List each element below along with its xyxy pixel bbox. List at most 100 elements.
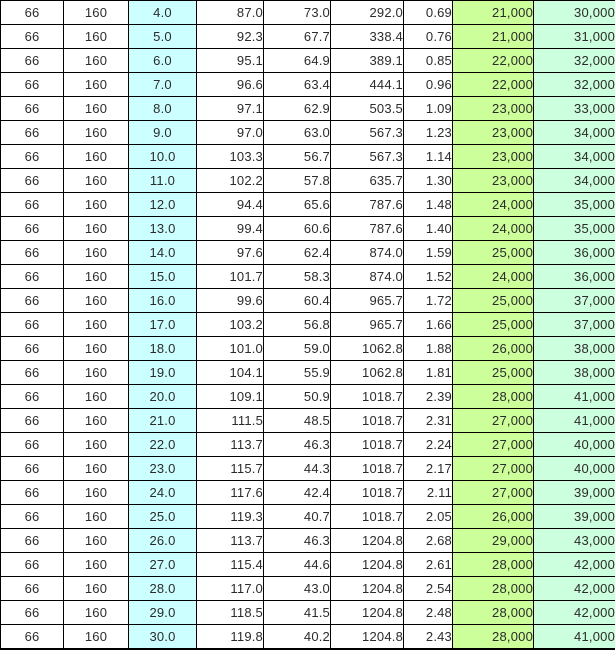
table-cell[interactable]: 22,000 [453, 49, 534, 73]
table-cell[interactable]: 113.7 [197, 433, 264, 457]
table-cell[interactable]: 58.3 [264, 265, 331, 289]
table-cell[interactable]: 160 [64, 121, 129, 145]
table-cell[interactable]: 160 [64, 385, 129, 409]
table-cell[interactable]: 160 [64, 25, 129, 49]
table-cell[interactable]: 66 [1, 553, 64, 577]
table-cell[interactable]: 965.7 [331, 313, 404, 337]
table-cell[interactable]: 111.5 [197, 409, 264, 433]
table-cell[interactable]: 44.3 [264, 457, 331, 481]
table-cell[interactable]: 27.0 [129, 553, 197, 577]
table-cell[interactable]: 160 [64, 361, 129, 385]
table-cell[interactable]: 160 [64, 145, 129, 169]
table-cell[interactable]: 39,000 [534, 505, 615, 529]
table-cell[interactable]: 43.0 [264, 577, 331, 601]
table-cell[interactable]: 25,000 [453, 313, 534, 337]
table-cell[interactable]: 1062.8 [331, 361, 404, 385]
table-cell[interactable]: 14.0 [129, 241, 197, 265]
table-cell[interactable]: 66 [1, 73, 64, 97]
table-cell[interactable]: 31,000 [534, 25, 615, 49]
table-cell[interactable]: 2.31 [404, 409, 453, 433]
table-cell[interactable]: 63.4 [264, 73, 331, 97]
table-cell[interactable]: 567.3 [331, 145, 404, 169]
table-cell[interactable]: 1062.8 [331, 337, 404, 361]
table-cell[interactable]: 2.24 [404, 433, 453, 457]
table-cell[interactable]: 66 [1, 457, 64, 481]
table-cell[interactable]: 66 [1, 601, 64, 625]
table-cell[interactable]: 38,000 [534, 337, 615, 361]
table-cell[interactable]: 787.6 [331, 217, 404, 241]
table-cell[interactable]: 66 [1, 337, 64, 361]
table-cell[interactable]: 40.7 [264, 505, 331, 529]
table-cell[interactable]: 30,000 [534, 1, 615, 25]
table-cell[interactable]: 36,000 [534, 241, 615, 265]
table-cell[interactable]: 115.7 [197, 457, 264, 481]
table-cell[interactable]: 60.6 [264, 217, 331, 241]
table-cell[interactable]: 1.30 [404, 169, 453, 193]
table-cell[interactable]: 965.7 [331, 289, 404, 313]
table-cell[interactable]: 46.3 [264, 529, 331, 553]
table-cell[interactable]: 25.0 [129, 505, 197, 529]
table-cell[interactable]: 36,000 [534, 265, 615, 289]
table-cell[interactable]: 96.6 [197, 73, 264, 97]
table-cell[interactable]: 117.6 [197, 481, 264, 505]
table-cell[interactable]: 1.14 [404, 145, 453, 169]
table-cell[interactable]: 66 [1, 625, 64, 650]
table-cell[interactable]: 1.66 [404, 313, 453, 337]
table-cell[interactable]: 0.96 [404, 73, 453, 97]
table-cell[interactable]: 16.0 [129, 289, 197, 313]
table-cell[interactable]: 1204.8 [331, 577, 404, 601]
table-cell[interactable]: 21.0 [129, 409, 197, 433]
table-cell[interactable]: 160 [64, 409, 129, 433]
table-cell[interactable]: 56.8 [264, 313, 331, 337]
table-cell[interactable]: 97.1 [197, 97, 264, 121]
table-cell[interactable]: 30.0 [129, 625, 197, 650]
table-cell[interactable]: 160 [64, 337, 129, 361]
table-cell[interactable]: 2.05 [404, 505, 453, 529]
table-cell[interactable]: 66 [1, 121, 64, 145]
table-cell[interactable]: 17.0 [129, 313, 197, 337]
table-cell[interactable]: 0.76 [404, 25, 453, 49]
table-cell[interactable]: 97.0 [197, 121, 264, 145]
table-cell[interactable]: 34,000 [534, 121, 615, 145]
table-cell[interactable]: 27,000 [453, 433, 534, 457]
table-cell[interactable]: 160 [64, 601, 129, 625]
table-cell[interactable]: 40.2 [264, 625, 331, 650]
table-cell[interactable]: 23,000 [453, 97, 534, 121]
table-cell[interactable]: 160 [64, 241, 129, 265]
table-cell[interactable]: 160 [64, 481, 129, 505]
table-cell[interactable]: 66 [1, 25, 64, 49]
table-cell[interactable]: 503.5 [331, 97, 404, 121]
table-cell[interactable]: 66 [1, 409, 64, 433]
table-cell[interactable]: 66 [1, 265, 64, 289]
table-cell[interactable]: 94.4 [197, 193, 264, 217]
table-cell[interactable]: 87.0 [197, 1, 264, 25]
table-cell[interactable]: 66 [1, 169, 64, 193]
table-cell[interactable]: 25,000 [453, 241, 534, 265]
table-cell[interactable]: 160 [64, 553, 129, 577]
table-cell[interactable]: 24,000 [453, 193, 534, 217]
table-cell[interactable]: 23,000 [453, 169, 534, 193]
table-cell[interactable]: 115.4 [197, 553, 264, 577]
table-cell[interactable]: 27,000 [453, 481, 534, 505]
table-cell[interactable]: 160 [64, 1, 129, 25]
table-cell[interactable]: 24.0 [129, 481, 197, 505]
table-cell[interactable]: 389.1 [331, 49, 404, 73]
table-cell[interactable]: 6.0 [129, 49, 197, 73]
table-cell[interactable]: 37,000 [534, 289, 615, 313]
table-cell[interactable]: 1018.7 [331, 457, 404, 481]
table-cell[interactable]: 104.1 [197, 361, 264, 385]
table-cell[interactable]: 62.9 [264, 97, 331, 121]
table-cell[interactable]: 66 [1, 481, 64, 505]
table-cell[interactable]: 41,000 [534, 385, 615, 409]
table-cell[interactable]: 119.3 [197, 505, 264, 529]
table-cell[interactable]: 66 [1, 505, 64, 529]
table-cell[interactable]: 1.09 [404, 97, 453, 121]
table-cell[interactable]: 2.39 [404, 385, 453, 409]
table-cell[interactable]: 50.9 [264, 385, 331, 409]
table-cell[interactable]: 160 [64, 577, 129, 601]
table-cell[interactable]: 26,000 [453, 505, 534, 529]
table-cell[interactable]: 44.6 [264, 553, 331, 577]
table-cell[interactable]: 46.3 [264, 433, 331, 457]
table-cell[interactable]: 119.8 [197, 625, 264, 650]
table-cell[interactable]: 33,000 [534, 97, 615, 121]
